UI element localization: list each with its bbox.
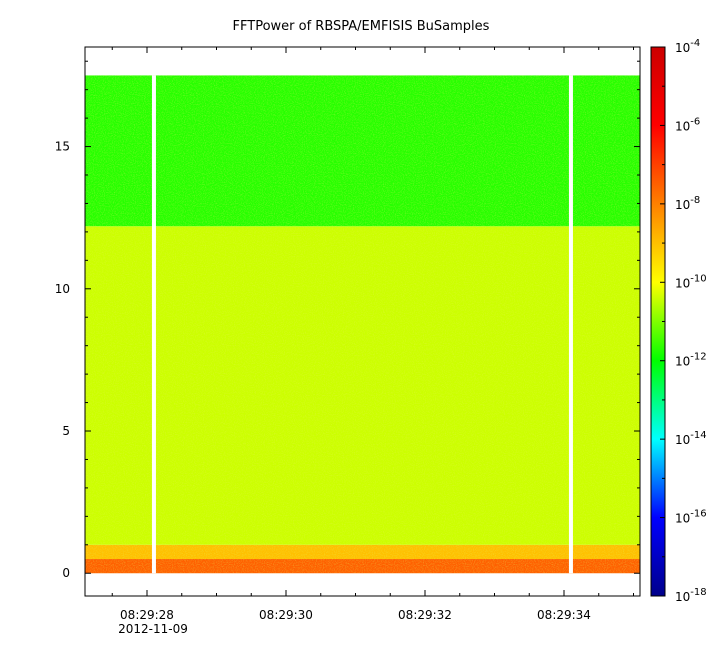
colorbar-tick-label-5: 10-14 [675, 430, 707, 447]
colorbar-tick-label-7: 10-18 [675, 587, 707, 604]
y-tick-label-0: 0 [62, 566, 70, 580]
colorbar-tick-label-3: 10-10 [675, 273, 707, 290]
x-date-label: 2012-11-09 [118, 622, 188, 636]
colorbar-tick-label-6: 10-16 [675, 509, 707, 526]
colorbar-tick-label-1: 10-6 [675, 116, 700, 133]
colorbar-tick-label-0: 10-4 [675, 38, 700, 55]
data-gap-0 [151, 75, 156, 574]
plot-area [85, 75, 640, 574]
chart-title: FFTPower of RBSPA/EMFISIS BuSamples [233, 19, 490, 34]
colorbar: 10-4 10-6 10-8 10-10 10-12 10-14 10-16 10-18 [650, 38, 707, 604]
data-gap-1 [568, 75, 573, 574]
x-tick-label-2: 08:29:32 [398, 608, 452, 622]
plot-frame [84, 46, 641, 597]
x-tick-label-0: 08:29:28 [120, 608, 174, 622]
power-noise-texture [85, 75, 640, 574]
y-tick-label-2: 10 [55, 282, 70, 296]
colorbar-tick-label-2: 10-8 [675, 195, 700, 212]
axes: 0 5 10 15 08:29:28 08:29:30 08:29:32 08:29:34 20… [55, 46, 641, 636]
x-tick-label-3: 08:29:34 [537, 608, 591, 622]
colorbar-tick-label-4: 10-12 [675, 352, 707, 369]
y-tick-label-3: 15 [55, 140, 70, 154]
y-tick-label-1: 5 [62, 424, 70, 438]
x-tick-label-1: 08:29:30 [259, 608, 313, 622]
